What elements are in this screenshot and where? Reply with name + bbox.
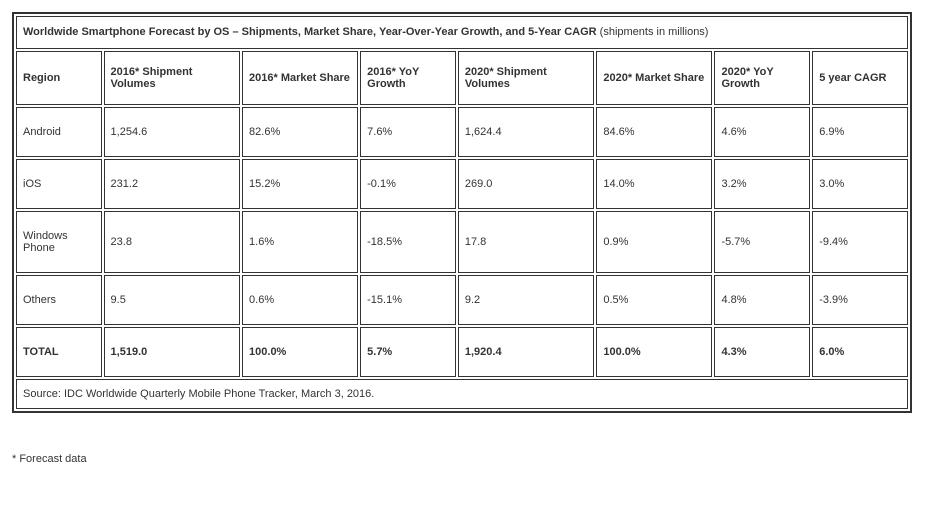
cell-value: 7.6% xyxy=(360,107,456,157)
cell-region: Android xyxy=(16,107,102,157)
table-source: Source: IDC Worldwide Quarterly Mobile P… xyxy=(16,379,908,409)
cell-value: -18.5% xyxy=(360,211,456,273)
cell-value: -0.1% xyxy=(360,159,456,209)
cell-value: 84.6% xyxy=(596,107,712,157)
cell-value: 6.0% xyxy=(812,327,908,377)
col-header-cagr: 5 year CAGR xyxy=(812,51,908,105)
cell-value: 3.2% xyxy=(714,159,810,209)
footnote: * Forecast data xyxy=(12,453,921,465)
cell-value: 1,254.6 xyxy=(104,107,240,157)
cell-value: 5.7% xyxy=(360,327,456,377)
col-header-2020-shipments: 2020* Shipment Volumes xyxy=(458,51,594,105)
cell-value: 0.9% xyxy=(596,211,712,273)
cell-value: 1,519.0 xyxy=(104,327,240,377)
table-row: Others 9.5 0.6% -15.1% 9.2 0.5% 4.8% -3.… xyxy=(16,275,908,325)
cell-value: 100.0% xyxy=(242,327,358,377)
col-header-2020-yoy: 2020* YoY Growth xyxy=(714,51,810,105)
cell-region: Others xyxy=(16,275,102,325)
cell-value: 0.5% xyxy=(596,275,712,325)
col-header-2016-share: 2016* Market Share xyxy=(242,51,358,105)
cell-region: Windows Phone xyxy=(16,211,102,273)
cell-value: 82.6% xyxy=(242,107,358,157)
cell-value: 3.0% xyxy=(812,159,908,209)
cell-value: 4.8% xyxy=(714,275,810,325)
cell-value: -9.4% xyxy=(812,211,908,273)
col-header-2016-yoy: 2016* YoY Growth xyxy=(360,51,456,105)
cell-value: 9.5 xyxy=(104,275,240,325)
cell-value: 6.9% xyxy=(812,107,908,157)
cell-region: TOTAL xyxy=(16,327,102,377)
cell-value: 15.2% xyxy=(242,159,358,209)
table-row: Android 1,254.6 82.6% 7.6% 1,624.4 84.6%… xyxy=(16,107,908,157)
table-row: Windows Phone 23.8 1.6% -18.5% 17.8 0.9%… xyxy=(16,211,908,273)
cell-value: 0.6% xyxy=(242,275,358,325)
cell-value: 269.0 xyxy=(458,159,594,209)
cell-value: 4.3% xyxy=(714,327,810,377)
table-title-rest: (shipments in millions) xyxy=(597,26,709,38)
col-header-region: Region xyxy=(16,51,102,105)
col-header-2020-share: 2020* Market Share xyxy=(596,51,712,105)
cell-value: 14.0% xyxy=(596,159,712,209)
cell-value: -15.1% xyxy=(360,275,456,325)
table-row: iOS 231.2 15.2% -0.1% 269.0 14.0% 3.2% 3… xyxy=(16,159,908,209)
cell-value: 23.8 xyxy=(104,211,240,273)
cell-value: 4.6% xyxy=(714,107,810,157)
col-header-2016-shipments: 2016* Shipment Volumes xyxy=(104,51,240,105)
cell-region: iOS xyxy=(16,159,102,209)
table-title-bold: Worldwide Smartphone Forecast by OS – Sh… xyxy=(23,26,597,38)
cell-value: 1,624.4 xyxy=(458,107,594,157)
cell-value: 1.6% xyxy=(242,211,358,273)
cell-value: 231.2 xyxy=(104,159,240,209)
table-total-row: TOTAL 1,519.0 100.0% 5.7% 1,920.4 100.0%… xyxy=(16,327,908,377)
cell-value: -3.9% xyxy=(812,275,908,325)
cell-value: 1,920.4 xyxy=(458,327,594,377)
table-title-cell: Worldwide Smartphone Forecast by OS – Sh… xyxy=(16,16,908,49)
cell-value: 100.0% xyxy=(596,327,712,377)
table-header-row: Region 2016* Shipment Volumes 2016* Mark… xyxy=(16,51,908,105)
cell-value: -5.7% xyxy=(714,211,810,273)
forecast-table: Worldwide Smartphone Forecast by OS – Sh… xyxy=(12,12,912,413)
cell-value: 9.2 xyxy=(458,275,594,325)
cell-value: 17.8 xyxy=(458,211,594,273)
